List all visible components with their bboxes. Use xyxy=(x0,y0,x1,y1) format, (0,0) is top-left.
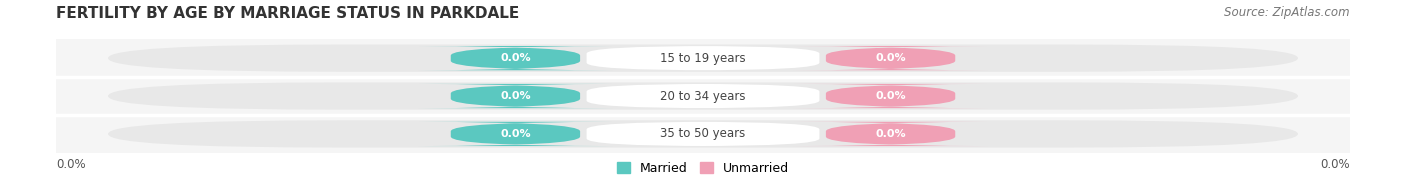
FancyBboxPatch shape xyxy=(586,46,820,70)
Text: Source: ZipAtlas.com: Source: ZipAtlas.com xyxy=(1225,6,1350,19)
FancyBboxPatch shape xyxy=(108,44,1298,72)
Text: FERTILITY BY AGE BY MARRIAGE STATUS IN PARKDALE: FERTILITY BY AGE BY MARRIAGE STATUS IN P… xyxy=(56,6,519,21)
Legend: Married, Unmarried: Married, Unmarried xyxy=(612,157,794,180)
Text: 0.0%: 0.0% xyxy=(501,129,530,139)
Text: 0.0%: 0.0% xyxy=(501,91,530,101)
FancyBboxPatch shape xyxy=(793,84,987,108)
FancyBboxPatch shape xyxy=(419,84,613,108)
FancyBboxPatch shape xyxy=(108,120,1298,148)
FancyBboxPatch shape xyxy=(419,46,613,70)
Text: 0.0%: 0.0% xyxy=(876,129,905,139)
FancyBboxPatch shape xyxy=(793,46,987,70)
Text: 20 to 34 years: 20 to 34 years xyxy=(661,90,745,103)
Text: 0.0%: 0.0% xyxy=(876,91,905,101)
FancyBboxPatch shape xyxy=(108,82,1298,110)
FancyBboxPatch shape xyxy=(586,84,820,108)
Text: 0.0%: 0.0% xyxy=(1320,158,1350,171)
FancyBboxPatch shape xyxy=(793,122,987,146)
Text: 0.0%: 0.0% xyxy=(501,53,530,63)
Text: 0.0%: 0.0% xyxy=(876,53,905,63)
Text: 35 to 50 years: 35 to 50 years xyxy=(661,127,745,140)
FancyBboxPatch shape xyxy=(586,122,820,146)
Text: 0.0%: 0.0% xyxy=(56,158,86,171)
Text: 15 to 19 years: 15 to 19 years xyxy=(661,52,745,65)
FancyBboxPatch shape xyxy=(419,122,613,146)
